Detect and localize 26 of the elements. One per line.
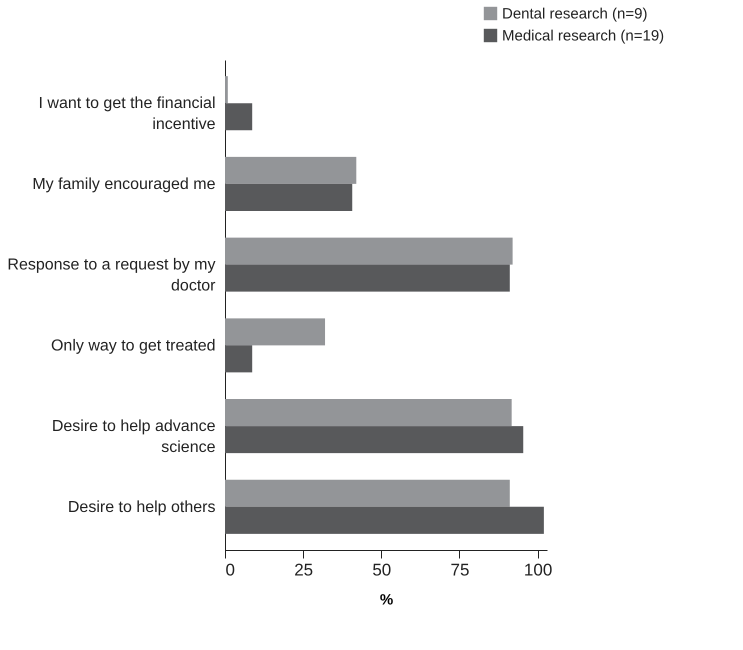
bar (225, 426, 524, 454)
x-axis-title: % (380, 592, 394, 608)
x-tick-label: 25 (294, 560, 314, 580)
y-tick-label: I want to get the financial incentive (38, 95, 216, 134)
bar (225, 103, 252, 130)
bar (225, 480, 510, 507)
y-tick-label: Desire to help others (68, 498, 216, 516)
bar (225, 345, 252, 372)
bar (225, 76, 228, 104)
y-tick-label: Only way to get treated (50, 337, 216, 354)
x-tick-label: 50 (372, 560, 392, 580)
bar (225, 156, 356, 184)
bar (225, 399, 512, 426)
y-tick-label: Desire to help advance science (52, 418, 216, 456)
x-tick-label: 100 (524, 560, 552, 580)
y-tick-label: Response to a request by my doctor (7, 256, 216, 295)
bar (225, 506, 544, 534)
y-tick-label: My family encouraged me (32, 176, 216, 193)
bar (225, 264, 510, 292)
legend-label: Dental research (n=9) (502, 6, 648, 22)
x-tick-label: 75 (450, 560, 470, 580)
bar (225, 318, 326, 346)
x-tick-label: 0 (226, 560, 235, 580)
bar (225, 184, 352, 211)
legend-label: Medical research (n=19) (502, 28, 664, 44)
bar (225, 238, 513, 265)
